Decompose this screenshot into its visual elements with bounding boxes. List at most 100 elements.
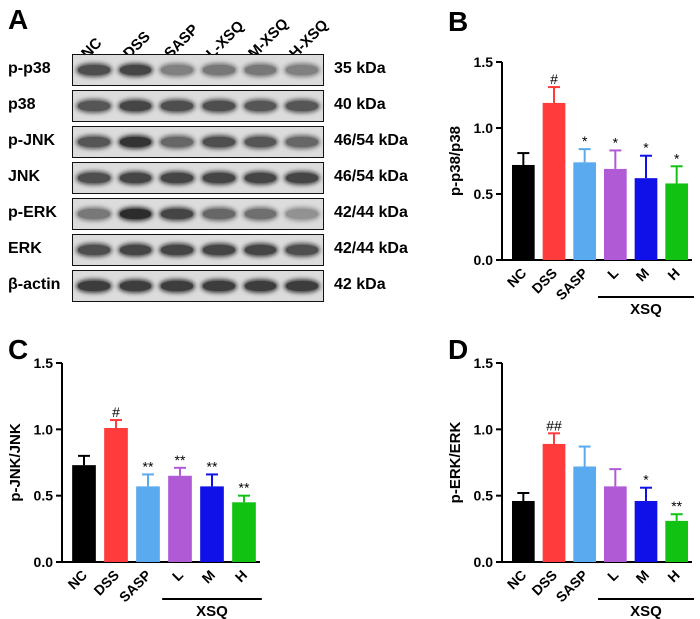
x-tick-label: M — [633, 567, 653, 587]
bar — [665, 183, 689, 260]
blot-band — [161, 209, 193, 219]
bar — [634, 500, 658, 562]
bar — [573, 466, 597, 562]
panel-label-a: A — [8, 4, 29, 35]
blot-strip — [72, 90, 324, 122]
protein-label: p38 — [8, 96, 36, 113]
x-tick-label: H — [664, 265, 682, 283]
blot-band — [78, 65, 110, 75]
y-tick-label: 0.5 — [34, 488, 54, 504]
blot-band — [161, 173, 193, 183]
blot-band — [244, 209, 277, 219]
blot-strip — [72, 126, 324, 158]
blot-strip — [72, 162, 324, 194]
significance-marker: * — [582, 133, 588, 149]
x-tick-label: NC — [64, 567, 90, 593]
blot-band — [244, 245, 277, 255]
x-tick-label: M — [633, 265, 653, 285]
blot-band — [244, 137, 277, 147]
blot-band — [78, 245, 110, 255]
blot-band — [286, 173, 318, 183]
bar — [665, 520, 689, 562]
blot-band — [161, 65, 193, 75]
blot-band — [203, 173, 235, 183]
x-tick-label: SASP — [553, 265, 591, 303]
bar — [603, 486, 627, 562]
y-axis-label: p-JNK/JNK — [7, 423, 24, 502]
x-tick-label: SASP — [116, 567, 154, 605]
x-tick-label: NC — [504, 265, 530, 291]
panel-label-b: B — [448, 6, 469, 37]
bar — [136, 486, 160, 562]
y-axis-label: p-p38/p38 — [447, 126, 464, 196]
bar — [511, 500, 535, 562]
panel-label-d: D — [448, 334, 469, 365]
x-tick-label: SASP — [553, 567, 591, 605]
significance-marker: ** — [207, 458, 218, 474]
blot-band — [161, 281, 193, 291]
bar-chart-p-p38: 0.00.51.01.5p-p38/p38NC#DSS*SASP*L*M*HXS… — [447, 54, 695, 318]
y-tick-label: 0.0 — [474, 554, 494, 570]
blot-band — [78, 101, 110, 111]
blot-band — [78, 209, 110, 219]
significance-marker: ** — [239, 480, 250, 496]
blot-band — [286, 137, 318, 147]
group-label: XSQ — [630, 603, 662, 619]
y-tick-label: 1.0 — [474, 421, 494, 437]
y-tick-label: 1.0 — [474, 120, 494, 136]
x-tick-label: NC — [504, 567, 530, 593]
significance-marker: ## — [546, 417, 562, 433]
blot-band — [286, 245, 318, 255]
blot-band — [203, 137, 235, 147]
molecular-weight-label: 42/44 kDa — [334, 240, 408, 257]
blot-band — [244, 65, 277, 75]
significance-marker: * — [674, 150, 680, 166]
bar — [200, 486, 224, 562]
significance-marker: ** — [143, 458, 154, 474]
blot-band — [286, 209, 318, 219]
blot-band — [244, 173, 277, 183]
blot-band — [119, 209, 152, 219]
blot-band — [161, 101, 193, 111]
blot-band — [286, 65, 318, 75]
y-tick-label: 1.5 — [34, 355, 54, 371]
group-label: XSQ — [196, 603, 228, 619]
molecular-weight-label: 46/54 kDa — [334, 168, 408, 185]
bar — [72, 465, 96, 562]
panel-label-c: C — [8, 334, 29, 365]
blot-band — [119, 281, 152, 291]
significance-marker: ** — [175, 452, 186, 468]
bar — [603, 168, 627, 260]
blot-band — [161, 245, 193, 255]
x-tick-label: L — [604, 566, 622, 584]
blot-band — [244, 101, 277, 111]
blot-band — [244, 281, 277, 291]
blot-band — [119, 65, 152, 75]
protein-label: JNK — [8, 168, 41, 185]
blot-band — [203, 65, 235, 75]
protein-label: p-ERK — [8, 204, 57, 221]
blot-band — [119, 137, 152, 147]
blot-strip — [72, 198, 324, 230]
blot-band — [78, 173, 110, 183]
blot-band — [119, 245, 152, 255]
y-tick-label: 0.0 — [474, 252, 494, 268]
blot-band — [203, 209, 235, 219]
y-tick-label: 0.0 — [34, 554, 54, 570]
bar — [542, 102, 566, 260]
molecular-weight-label: 40 kDa — [334, 96, 386, 113]
blot-band — [203, 281, 235, 291]
bar — [232, 502, 256, 562]
blot-strip — [72, 270, 324, 302]
significance-marker: # — [550, 71, 558, 87]
molecular-weight-label: 35 kDa — [334, 60, 386, 77]
x-tick-label: H — [664, 567, 682, 585]
blot-band — [119, 173, 152, 183]
bar — [511, 164, 535, 260]
bar — [573, 162, 597, 260]
significance-marker: * — [613, 134, 619, 150]
y-tick-label: 1.5 — [474, 355, 494, 371]
x-tick-label: H — [232, 567, 250, 585]
blot-band — [203, 101, 235, 111]
